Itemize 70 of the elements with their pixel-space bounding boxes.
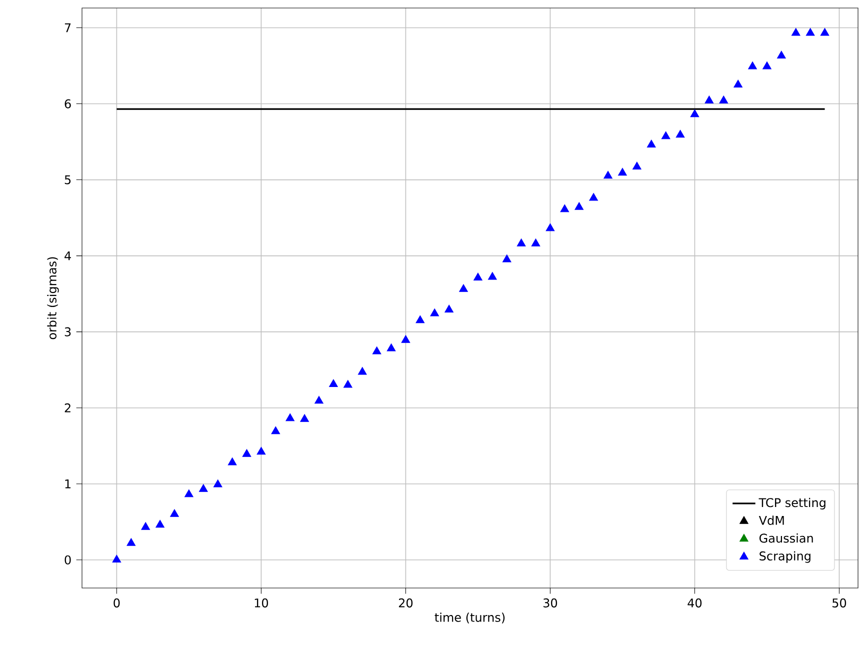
x-tick-label: 40 <box>688 598 702 608</box>
legend-label: TCP setting <box>758 498 826 510</box>
point <box>213 480 222 488</box>
x-tick-label: 10 <box>254 598 268 608</box>
point <box>806 28 815 36</box>
point <box>401 335 410 343</box>
point <box>314 396 324 404</box>
y-axis-title: orbit (sigmas) <box>47 257 59 340</box>
x-tick-label: 20 <box>398 598 413 608</box>
point <box>271 426 280 434</box>
point <box>170 509 179 517</box>
point <box>329 379 338 387</box>
point <box>661 131 670 140</box>
y-tick-label: 1 <box>65 479 70 488</box>
point <box>300 414 309 422</box>
point <box>604 170 612 179</box>
point <box>704 96 714 104</box>
point <box>762 61 772 70</box>
point <box>156 520 164 528</box>
point <box>343 380 352 388</box>
point <box>748 61 757 70</box>
y-tick-label: 0 <box>64 555 71 564</box>
point <box>531 238 540 246</box>
point <box>632 162 642 170</box>
point <box>430 308 440 316</box>
point <box>777 50 786 59</box>
point <box>488 272 497 280</box>
point <box>516 238 526 246</box>
point <box>574 202 584 210</box>
y-tick-label: 3 <box>64 327 71 336</box>
point <box>242 449 252 457</box>
point <box>560 204 570 212</box>
point <box>126 538 136 546</box>
y-tick-label: 7 <box>64 23 71 32</box>
point <box>690 109 700 118</box>
legend-label: Gaussian <box>759 533 813 543</box>
point <box>286 413 295 422</box>
point <box>546 223 555 232</box>
point <box>676 130 685 138</box>
point <box>618 168 627 176</box>
y-tick-label: 6 <box>64 99 71 108</box>
point <box>256 446 266 455</box>
point <box>474 272 482 281</box>
x-axis-title: time (turns) <box>434 612 505 624</box>
point <box>112 554 122 563</box>
point <box>198 484 208 492</box>
x-tick-label: 0 <box>114 598 120 608</box>
point <box>734 80 742 88</box>
point <box>184 489 194 498</box>
legend-label: VdM <box>758 516 784 525</box>
point <box>416 315 425 324</box>
legend-label: Scraping <box>760 551 810 563</box>
point <box>820 28 830 36</box>
point <box>444 304 454 312</box>
y-tick-label: 5 <box>64 175 71 184</box>
point <box>719 96 728 104</box>
point <box>141 522 150 530</box>
x-tick-label: 30 <box>543 598 558 608</box>
y-tick-label: 4 <box>64 251 71 260</box>
point <box>589 192 598 201</box>
point <box>502 254 512 262</box>
point <box>228 458 237 466</box>
point <box>791 28 800 36</box>
y-tick-label: 2 <box>64 403 70 412</box>
x-tick-label: 50 <box>832 598 846 608</box>
point <box>459 284 468 292</box>
point <box>386 343 396 352</box>
point <box>358 367 367 375</box>
point <box>646 140 656 148</box>
point <box>372 346 382 354</box>
